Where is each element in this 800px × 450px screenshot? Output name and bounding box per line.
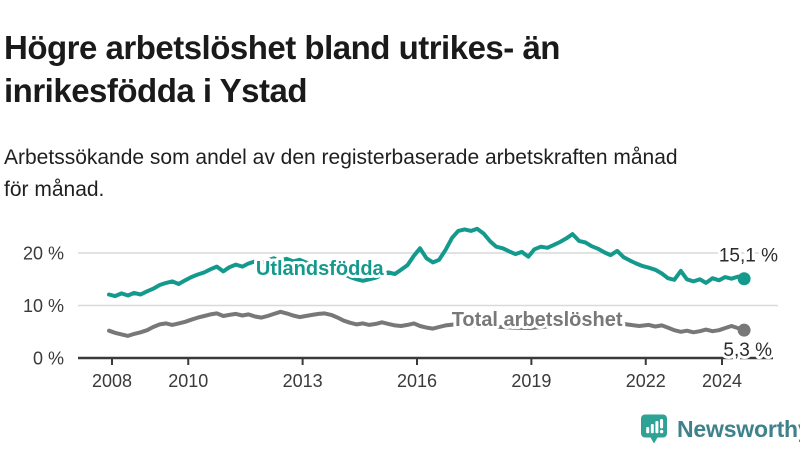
y-tick-label-10: 10 % [23, 296, 64, 316]
page-title-line-2: inrikesfödda i Ystad [4, 72, 307, 110]
newsworthy-wordmark: Newsworthy [677, 416, 800, 442]
series-label-utlandsfodda: Utlandsfödda [256, 258, 385, 280]
end-value-label-total-arbetsloshet: 5,3 % [723, 340, 772, 361]
series-label-total-arbetsloshet: Total arbetslöshet [452, 309, 623, 331]
x-tick-label-2008: 2008 [92, 371, 132, 391]
chart-subtitle-line-1: Arbetssökande som andel av den registerb… [4, 146, 678, 169]
newsworthy-bubble-chart-icon [641, 414, 667, 444]
series-line-utlandsfodda [107, 226, 747, 299]
x-tick-label-2019: 2019 [511, 371, 551, 391]
x-tick-label-2016: 2016 [397, 371, 437, 391]
x-tick-label-2010: 2010 [168, 371, 208, 391]
y-tick-label-0: 0 % [33, 349, 64, 369]
y-tick-label-20: 20 % [23, 244, 64, 264]
page-title-line-1: Högre arbetslöshet bland utrikes- än [4, 29, 560, 67]
x-tick-label-2024: 2024 [702, 371, 742, 391]
newsworthy-logo: Newsworthy [640, 414, 800, 445]
series-line-total-arbetsloshet [107, 309, 747, 338]
x-tick-label-2022: 2022 [626, 371, 666, 391]
chart-subtitle-line-2: för månad. [4, 178, 105, 201]
x-tick-label-2013: 2013 [283, 371, 323, 391]
page-title: Högre arbetslöshet bland utrikes- än inr… [4, 26, 796, 112]
end-value-label-utlandsfodda: 15,1 % [719, 246, 778, 267]
series-end-dot-total-arbetsloshet [737, 323, 751, 337]
series-end-dot-utlandsfodda [737, 272, 751, 286]
chart-subtitle: Arbetssökande som andel av den registerb… [4, 142, 796, 206]
